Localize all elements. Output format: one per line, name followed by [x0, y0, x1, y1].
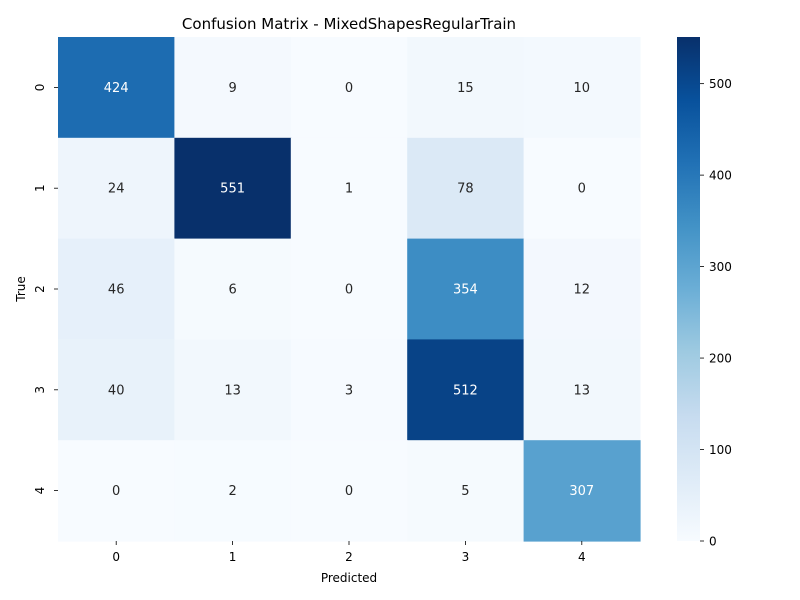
heatmap-cell — [58, 137, 175, 240]
heatmap-cell-labels: 424 9 0 15 10 24 551 1 78 0 46 6 0 354 12 40 13 3 512 13 0 2 0… — [104, 81, 594, 499]
heatmap-cell — [407, 137, 525, 240]
cell-value-label: 78 — [457, 182, 474, 197]
heatmap-cell — [407, 339, 525, 441]
y-tick-label: 4 — [33, 487, 47, 495]
heatmap-cell — [407, 238, 525, 340]
x-tick-label: 0 — [112, 550, 120, 564]
y-axis-label: True — [14, 276, 28, 303]
heatmap-cell — [58, 339, 175, 441]
cell-value-label: 40 — [108, 383, 125, 398]
cell-value-label: 307 — [569, 484, 594, 499]
x-tick-label: 3 — [462, 550, 470, 564]
heatmap-cell — [407, 440, 525, 542]
heatmap-cell — [174, 137, 292, 240]
cell-value-label: 2 — [228, 484, 236, 499]
heatmap-cell — [523, 37, 641, 139]
colorbar-tick-label: 100 — [709, 443, 732, 457]
heatmap-cell — [290, 137, 408, 240]
heatmap-cell — [58, 37, 175, 139]
x-axis-label: Predicted — [321, 571, 377, 585]
cell-value-label: 12 — [574, 283, 591, 298]
heatmap-cell — [174, 440, 292, 542]
cell-value-label: 0 — [345, 81, 353, 96]
x-tick-label: 1 — [229, 550, 237, 564]
heatmap-cell — [523, 238, 641, 340]
cell-value-label: 424 — [104, 81, 129, 96]
colorbar-tick-label: 500 — [709, 77, 732, 91]
y-tick-label: 1 — [33, 184, 47, 192]
cell-value-label: 354 — [453, 283, 478, 298]
colorbar-tick-label: 400 — [709, 169, 732, 183]
colorbar-tick-label: 0 — [709, 535, 717, 549]
cell-value-label: 1 — [345, 182, 353, 197]
heatmap-cells — [58, 37, 641, 542]
heatmap-cell — [58, 238, 175, 340]
cell-value-label: 46 — [108, 283, 125, 298]
heatmap-cell — [523, 137, 641, 240]
colorbar-tick-label: 200 — [709, 352, 732, 366]
cell-value-label: 6 — [228, 283, 236, 298]
y-tick-label: 3 — [33, 386, 47, 394]
cell-value-label: 24 — [108, 182, 125, 197]
colorbar-tick-label: 300 — [709, 260, 732, 274]
x-axis-ticks: 0 1 2 3 4 — [112, 541, 586, 564]
cell-value-label: 0 — [112, 484, 120, 499]
heatmap-cell — [523, 339, 641, 441]
heatmap-cell — [174, 37, 292, 139]
y-axis-ticks: 0 1 2 3 4 — [33, 84, 58, 495]
cell-value-label: 512 — [453, 383, 478, 398]
x-tick-label: 2 — [345, 550, 353, 564]
cell-value-label: 15 — [457, 81, 474, 96]
cell-value-label: 13 — [224, 383, 241, 398]
cell-value-label: 9 — [228, 81, 236, 96]
cell-value-label: 0 — [578, 182, 586, 197]
cell-value-label: 3 — [345, 383, 353, 398]
colorbar-ticks: 0 100 200 300 400 500 — [700, 77, 732, 549]
colorbar — [677, 37, 700, 541]
x-tick-label: 4 — [578, 550, 586, 564]
cell-value-label: 5 — [461, 484, 469, 499]
heatmap-cell — [174, 238, 292, 340]
heatmap-cell — [290, 37, 408, 139]
heatmap-cell — [290, 440, 408, 542]
heatmap-cell — [407, 37, 525, 139]
cell-value-label: 13 — [574, 383, 591, 398]
cell-value-label: 0 — [345, 484, 353, 499]
chart-title: Confusion Matrix - MixedShapesRegularTra… — [182, 15, 516, 33]
cell-value-label: 10 — [574, 81, 591, 96]
heatmap-cell — [174, 339, 292, 441]
heatmap-cell — [523, 440, 641, 542]
cell-value-label: 551 — [220, 182, 245, 197]
heatmap-cell — [58, 440, 175, 542]
cell-value-label: 0 — [345, 283, 353, 298]
heatmap-cell — [290, 339, 408, 441]
y-tick-label: 2 — [33, 285, 47, 293]
y-tick-label: 0 — [33, 84, 47, 92]
heatmap-cell — [290, 238, 408, 340]
